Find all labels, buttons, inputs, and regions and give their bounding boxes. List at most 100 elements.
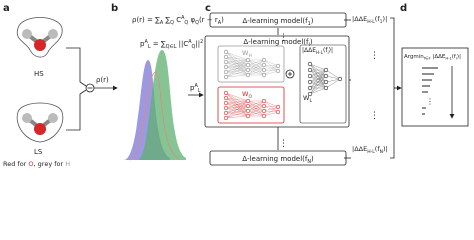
node	[323, 73, 329, 79]
panel-c	[204, 12, 351, 166]
hydrogen	[22, 113, 32, 123]
edge	[325, 78, 341, 89]
panel-d	[390, 17, 469, 159]
text-part: = ∑	[151, 40, 166, 48]
oxygen	[34, 39, 46, 51]
text-part: Q	[184, 20, 188, 26]
text-part: |ΔΔE	[302, 47, 316, 54]
text-part: H	[65, 160, 70, 168]
node	[223, 115, 229, 121]
text-part: Δ-learning model(f	[243, 17, 309, 25]
edge	[309, 63, 327, 83]
edge	[225, 51, 249, 76]
text-part: L	[198, 88, 201, 94]
panel-label: a	[3, 3, 10, 14]
text-part: |ΔΔE	[352, 145, 367, 153]
node	[223, 100, 229, 106]
text-part: 2	[200, 39, 203, 45]
text-part: p	[190, 84, 195, 92]
text-part: H-L	[367, 149, 375, 155]
text-part: 1	[380, 19, 383, 25]
edge	[325, 75, 341, 80]
edge	[247, 64, 265, 76]
node	[307, 67, 313, 73]
node	[261, 98, 267, 104]
edge	[225, 92, 249, 107]
edge	[263, 59, 279, 67]
text-part: Q	[195, 20, 199, 26]
edge	[225, 66, 249, 76]
text-part: Red for	[3, 160, 28, 168]
panel-b	[124, 50, 204, 161]
feature-label: pAL	[190, 83, 201, 94]
node	[245, 108, 251, 114]
text-part: i	[327, 50, 328, 55]
node	[245, 57, 251, 63]
selection-box	[401, 47, 469, 127]
text-part: O	[248, 94, 252, 100]
edge	[247, 69, 265, 76]
ellipsis: ⋮	[279, 139, 288, 149]
text-part: A	[188, 39, 192, 45]
node	[261, 57, 267, 63]
edge	[225, 107, 249, 117]
panel-label: b	[111, 3, 118, 14]
model-label: Δ-learning model(fN)	[242, 155, 314, 165]
edge	[247, 100, 265, 117]
node	[223, 110, 229, 116]
weight-label: WH	[242, 49, 252, 59]
edge	[225, 61, 249, 76]
output-network	[299, 44, 347, 124]
state-label: LS	[34, 148, 43, 156]
selection-label: Argminf∈F |ΔΔEH-L(fi)|	[404, 54, 461, 61]
output-label: |ΔΔEH-L(fN)|	[352, 145, 388, 155]
text-part: A	[181, 15, 185, 21]
figure: a b c d HS LS ⋮ ⋮ ⋮ ⋮ ⋮ Red for O, grey …	[3, 3, 469, 168]
text-part: )|	[329, 47, 333, 54]
edge	[225, 51, 249, 71]
edge	[263, 70, 279, 76]
node	[223, 90, 229, 96]
text-part: ||C	[176, 40, 188, 48]
text-part: N	[380, 149, 383, 155]
node	[275, 68, 281, 74]
text-part: , grey for	[34, 160, 66, 168]
text-part: (f	[452, 54, 457, 60]
text-part: (f	[323, 47, 328, 54]
node	[223, 95, 229, 101]
text-part: C	[174, 16, 181, 24]
text-part: L	[148, 44, 151, 50]
text-part: )|	[457, 54, 461, 60]
edge	[263, 111, 279, 117]
node	[245, 113, 251, 119]
network-nodes	[223, 49, 343, 121]
edge	[225, 56, 249, 76]
connector	[66, 89, 87, 131]
oxygen-network	[217, 86, 285, 124]
edge	[309, 69, 327, 89]
node	[323, 67, 329, 73]
text-part: )	[221, 16, 224, 24]
node	[261, 108, 267, 114]
text-part: ||	[195, 40, 200, 48]
text-part: f∈F	[424, 56, 431, 61]
edge	[225, 92, 249, 117]
caption: Red for O, grey for H	[3, 160, 70, 168]
edge	[225, 92, 249, 102]
text-part: )	[310, 38, 313, 46]
panel-a	[16, 17, 118, 143]
node	[261, 62, 267, 68]
node	[337, 76, 343, 82]
node	[223, 54, 229, 60]
ellipsis: ⋮	[279, 33, 288, 43]
text-part: H	[248, 53, 251, 59]
edge	[263, 69, 279, 72]
text-part: O	[28, 160, 33, 168]
text-part: )	[311, 155, 314, 163]
text-part: ρ(r) = ∑	[132, 16, 160, 24]
text-part: |ΔΔE	[352, 15, 367, 23]
text-part: Δ-learning model(f	[243, 38, 309, 46]
edge	[263, 59, 279, 72]
edge	[263, 105, 279, 113]
node	[275, 104, 281, 110]
